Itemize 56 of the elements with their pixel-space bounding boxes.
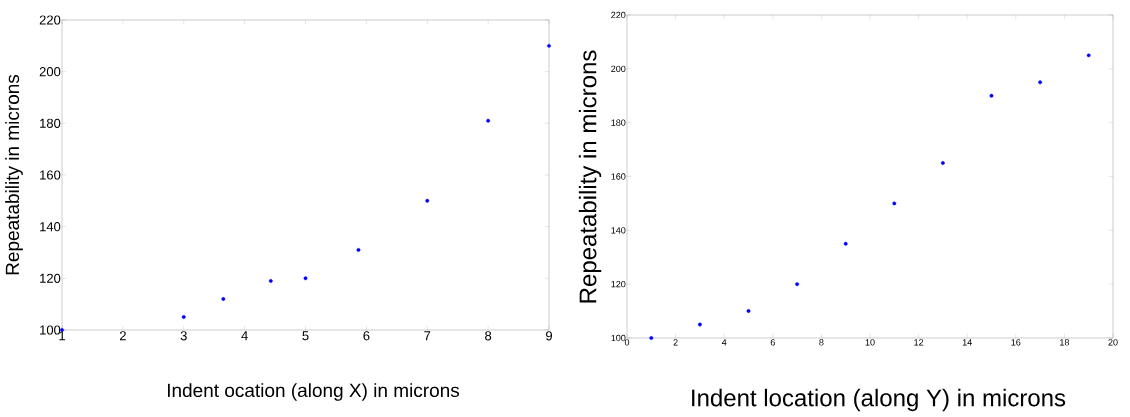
x-tick-label: 4 [721,339,727,346]
point [843,241,848,246]
y-tick-label: 220 [39,15,61,25]
point [649,336,654,340]
x-tick-label: 20 [1108,339,1118,346]
point [181,315,186,319]
x-tick-label: 18 [1060,339,1069,346]
x-tick-label: 8 [819,339,824,346]
y-tick-label: 180 [611,119,626,126]
x-tick-label: 12 [914,339,924,346]
x-tick-label: 14 [962,339,972,346]
y-tick-label: 140 [611,227,626,234]
x-tick-label: 1 [59,331,65,341]
x-tick-label: 9 [546,331,553,341]
x-tick-label: 4 [241,331,248,341]
point [547,43,551,48]
point [303,276,308,281]
y-tick-label: 200 [39,67,61,77]
x-tick-label: 2 [119,331,126,341]
y-axis-title: Repeatability in microns [5,74,23,275]
point [892,201,897,206]
y-axis-title: Repeatability in microns [578,50,602,303]
point [425,198,430,203]
y-tick-label: 120 [611,280,626,288]
point [941,161,945,165]
point [698,322,702,327]
point [746,309,751,313]
x-axis-title: Indent ocation (along X) in microns [167,383,460,401]
y-tick-label: 200 [611,65,626,73]
y-tick-label: 220 [611,11,626,19]
point [356,248,361,252]
x-tick-label: 6 [770,339,775,346]
point [221,297,226,301]
x-tick-label: 16 [1011,339,1021,346]
x-tick-label: 3 [180,331,187,341]
x-tick-label: 6 [363,331,370,341]
y-tick-label: 180 [40,118,61,128]
x-tick-label: 2 [673,339,678,346]
y-tick-label: 160 [40,170,61,180]
x-tick-label: 7 [424,331,431,341]
x-tick-label: 5 [302,331,309,341]
point [989,93,994,98]
x-tick-label: 8 [485,331,492,341]
point [795,282,799,287]
x-tick-label: 10 [865,339,875,346]
y-tick-label: 100 [40,325,61,335]
y-tick-label: 120 [40,273,61,283]
x-axis-title: Indent location (along Y) in microns [692,388,1066,412]
x-tick-label: 0 [624,339,630,346]
point [486,118,491,123]
point [1038,80,1042,85]
point [268,279,273,283]
y-tick-label: 140 [40,222,61,232]
point [1086,53,1091,58]
y-tick-label: 100 [611,334,626,342]
y-tick-label: 160 [611,173,626,180]
